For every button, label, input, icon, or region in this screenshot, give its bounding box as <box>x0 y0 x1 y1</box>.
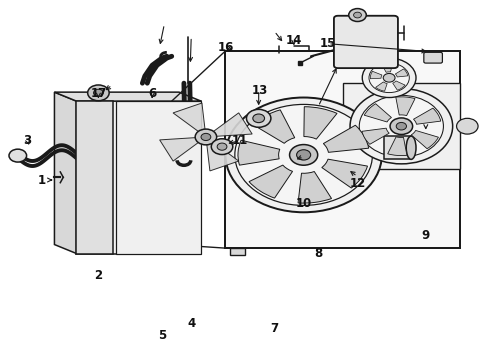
Text: 7: 7 <box>270 322 278 335</box>
Bar <box>384 136 411 159</box>
Circle shape <box>246 109 271 127</box>
Polygon shape <box>116 101 201 253</box>
Polygon shape <box>207 142 239 171</box>
Circle shape <box>369 63 409 93</box>
Circle shape <box>354 12 362 18</box>
Wedge shape <box>249 165 293 198</box>
Polygon shape <box>213 113 252 136</box>
Polygon shape <box>54 92 201 101</box>
Bar <box>225 51 460 248</box>
Circle shape <box>88 85 109 101</box>
Ellipse shape <box>406 136 416 159</box>
Text: 15: 15 <box>320 37 336 50</box>
Circle shape <box>235 104 372 206</box>
Text: 14: 14 <box>286 33 302 47</box>
Wedge shape <box>238 140 280 165</box>
Bar <box>343 83 460 169</box>
Text: 11: 11 <box>232 134 248 147</box>
Bar <box>230 248 245 255</box>
Polygon shape <box>173 103 205 132</box>
Polygon shape <box>160 138 199 161</box>
Circle shape <box>201 134 211 140</box>
Text: 5: 5 <box>158 329 166 342</box>
Wedge shape <box>376 82 387 91</box>
Wedge shape <box>304 107 337 139</box>
Text: 8: 8 <box>314 247 322 260</box>
Wedge shape <box>414 108 441 124</box>
Circle shape <box>383 73 395 82</box>
FancyBboxPatch shape <box>334 16 398 68</box>
Circle shape <box>349 9 367 22</box>
Wedge shape <box>411 130 439 149</box>
Circle shape <box>396 122 407 130</box>
Wedge shape <box>323 125 368 152</box>
Circle shape <box>217 143 227 150</box>
Polygon shape <box>76 101 113 253</box>
Text: 13: 13 <box>251 84 268 97</box>
Circle shape <box>211 139 233 154</box>
Text: 6: 6 <box>148 87 156 100</box>
Circle shape <box>390 118 413 135</box>
Text: 3: 3 <box>24 134 32 147</box>
Wedge shape <box>395 69 408 77</box>
Wedge shape <box>364 104 392 122</box>
Text: 2: 2 <box>95 269 102 282</box>
Text: 16: 16 <box>217 41 234 54</box>
Wedge shape <box>370 71 382 79</box>
FancyBboxPatch shape <box>424 52 442 63</box>
Circle shape <box>225 98 382 212</box>
Text: 10: 10 <box>295 197 312 210</box>
Wedge shape <box>392 81 405 90</box>
Polygon shape <box>54 92 76 253</box>
Text: 12: 12 <box>349 177 366 190</box>
Wedge shape <box>298 171 332 203</box>
Polygon shape <box>76 101 201 253</box>
Wedge shape <box>253 110 294 143</box>
Text: 9: 9 <box>422 229 430 242</box>
Wedge shape <box>322 159 368 188</box>
Circle shape <box>359 95 443 157</box>
Text: 1: 1 <box>38 174 46 186</box>
Wedge shape <box>388 137 407 156</box>
Circle shape <box>290 145 318 165</box>
Circle shape <box>94 89 103 96</box>
Circle shape <box>9 149 26 162</box>
Wedge shape <box>396 97 415 116</box>
Circle shape <box>253 114 265 123</box>
Text: 17: 17 <box>90 87 106 100</box>
Circle shape <box>362 58 416 98</box>
Circle shape <box>350 89 453 164</box>
Circle shape <box>296 150 311 160</box>
Wedge shape <box>382 64 392 72</box>
Circle shape <box>195 129 217 145</box>
Circle shape <box>457 118 478 134</box>
Wedge shape <box>362 128 389 144</box>
Text: 4: 4 <box>187 317 196 330</box>
